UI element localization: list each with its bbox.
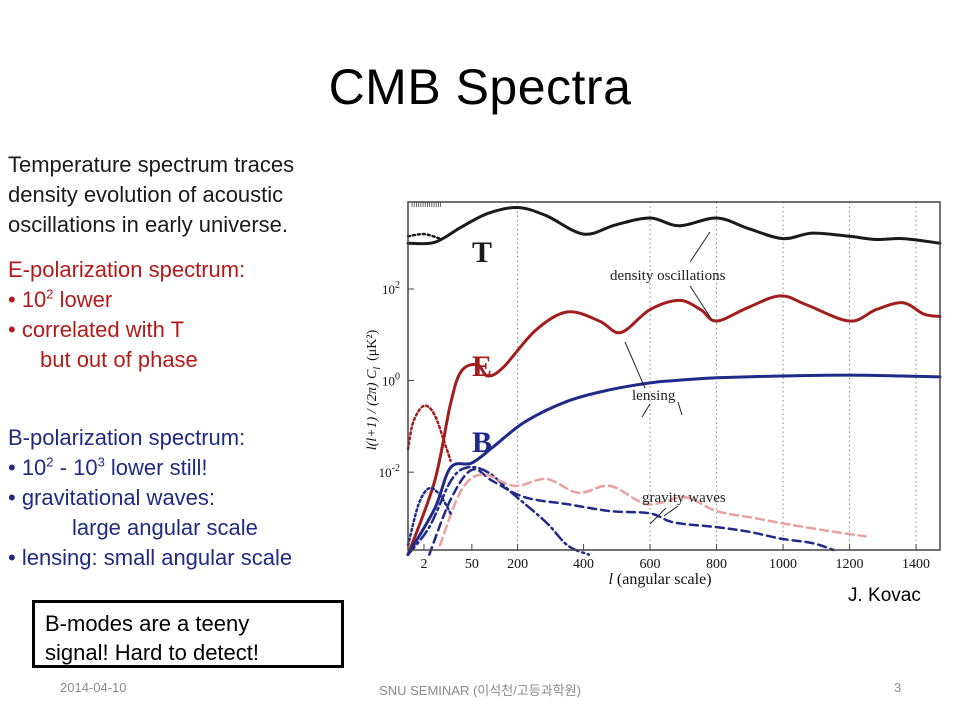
series-b-dotted-7 — [406, 486, 452, 547]
arrow-lensing-1 — [624, 341, 646, 389]
y-axis-label-unit: (μK²) — [365, 329, 380, 360]
e-bullet-correlated: • correlated with T — [8, 317, 185, 342]
callout-line-2: signal! Hard to detect! — [45, 640, 260, 665]
annotation-lensing: lensing — [632, 388, 676, 404]
y-axis-label-sub: l — [372, 367, 383, 370]
annotation-density-oscillations: density oscillations — [610, 268, 726, 284]
b-polarization-description: B-polarization spectrum: • 102 - 103 low… — [8, 423, 292, 573]
y-tick-label-1: 100 — [382, 372, 400, 389]
y-tick-label-0: 102 — [382, 280, 400, 297]
chart-credit: J. Kovac — [848, 585, 921, 606]
temperature-line-3: oscillations in early universe. — [8, 212, 289, 237]
footer-date: 2014-04-10 — [60, 680, 127, 695]
footer-page-number: 3 — [894, 680, 902, 695]
curve-label-e: E — [472, 350, 492, 383]
series-pink-dashed-5 — [438, 473, 867, 547]
y-axis-label-main: l(l+1) / (2π) C — [365, 369, 380, 450]
x-axis-label-rest: (angular scale) — [613, 571, 712, 588]
x-ticks: 2 50 200 400 600 800 1000 1200 1400 — [411, 202, 930, 572]
curve-label-b: B — [472, 426, 492, 459]
annotation-gravity-waves: gravity waves — [642, 490, 726, 506]
temperature-line-2: density evolution of acoustic — [8, 182, 284, 207]
temperature-line-1: Temperature spectrum traces — [8, 152, 295, 177]
b-bullet-gravitational: • gravitational waves: — [8, 485, 216, 510]
e-polarization-description: E-polarization spectrum: • 102 lower • c… — [8, 255, 245, 375]
series-t-dotted-8 — [406, 232, 442, 240]
arrow-density-2 — [689, 285, 713, 321]
callout-line-1: B-modes are a teeny — [45, 611, 250, 636]
chart-curves — [406, 205, 942, 557]
b-bullet-lower-exponent-1: 2 — [46, 454, 54, 470]
arrow-gravity-2 — [663, 505, 679, 517]
y-ticks: 102 100 10-2 — [379, 280, 414, 480]
b-bullet-lensing: • lensing: small angular scale — [8, 545, 293, 570]
e-bullet-lower: • 102 lower — [8, 285, 245, 315]
x-axis-label-var: l — [608, 571, 613, 588]
cmb-spectra-chart: 2 50 200 400 600 800 1000 1200 1400 102 100 10-2 T… — [365, 201, 942, 588]
x-tick-label-3: 400 — [573, 557, 594, 572]
arrow-gravity-1 — [649, 507, 667, 525]
series-b-solid-2 — [406, 373, 942, 557]
y-axis-label: l(l+1) / (2π) Cl (μK²) — [365, 329, 383, 450]
plot-frame — [407, 201, 941, 551]
series-b-dashed-4 — [428, 468, 835, 556]
footer-center: SNU SEMINAR (이석천/고등과학원) — [379, 683, 581, 698]
y-tick-label-2: 10-2 — [379, 463, 400, 480]
x-tick-label-1: 50 — [465, 557, 479, 572]
x-tick-label-7: 1200 — [836, 557, 864, 572]
x-tick-label-0: 2 — [420, 557, 427, 572]
e-bullet-lower-rest: lower — [53, 287, 113, 312]
b-bullet-large-scale: large angular scale — [72, 515, 258, 540]
slide-title: CMB Spectra — [328, 59, 632, 115]
e-bullet-lower-base: • 10 — [8, 287, 47, 312]
series-b-dashdot-3 — [406, 465, 591, 556]
b-bullet-lower-mid: - 10 — [53, 455, 98, 480]
arrow-lensing-3 — [677, 401, 683, 416]
temperature-description: Temperature spectrum traces density evol… — [8, 150, 294, 240]
x-tick-label-2: 200 — [507, 557, 528, 572]
b-heading: B-polarization spectrum: — [8, 425, 246, 450]
x-tick-label-6: 1000 — [769, 557, 797, 572]
b-bullet-lower-rest: lower still! — [104, 455, 208, 480]
series-e-solid-1 — [406, 294, 942, 557]
curve-label-t: T — [472, 236, 492, 269]
x-tick-label-8: 1400 — [902, 557, 930, 572]
e-bullet-out-of-phase: but out of phase — [40, 347, 198, 372]
arrow-density-1 — [689, 231, 711, 263]
x-tick-label-5: 800 — [706, 557, 727, 572]
arrow-lensing-2 — [641, 403, 651, 418]
e-heading: E-polarization spectrum: — [8, 257, 246, 282]
b-bullet-lower: • 102 - 103 lower still! — [8, 453, 292, 483]
b-bullet-lower-base: • 10 — [8, 455, 47, 480]
x-axis-label: l (angular scale) — [608, 571, 711, 588]
x-tick-label-4: 600 — [640, 557, 661, 572]
callout-box: B-modes are a teeny signal! Hard to dete… — [32, 600, 344, 668]
series-e-dotted-6 — [406, 404, 452, 462]
b-bullet-lower-exponent-2: 3 — [97, 454, 105, 470]
e-bullet-lower-exponent: 2 — [46, 286, 54, 302]
series-t-solid-0 — [406, 205, 942, 246]
